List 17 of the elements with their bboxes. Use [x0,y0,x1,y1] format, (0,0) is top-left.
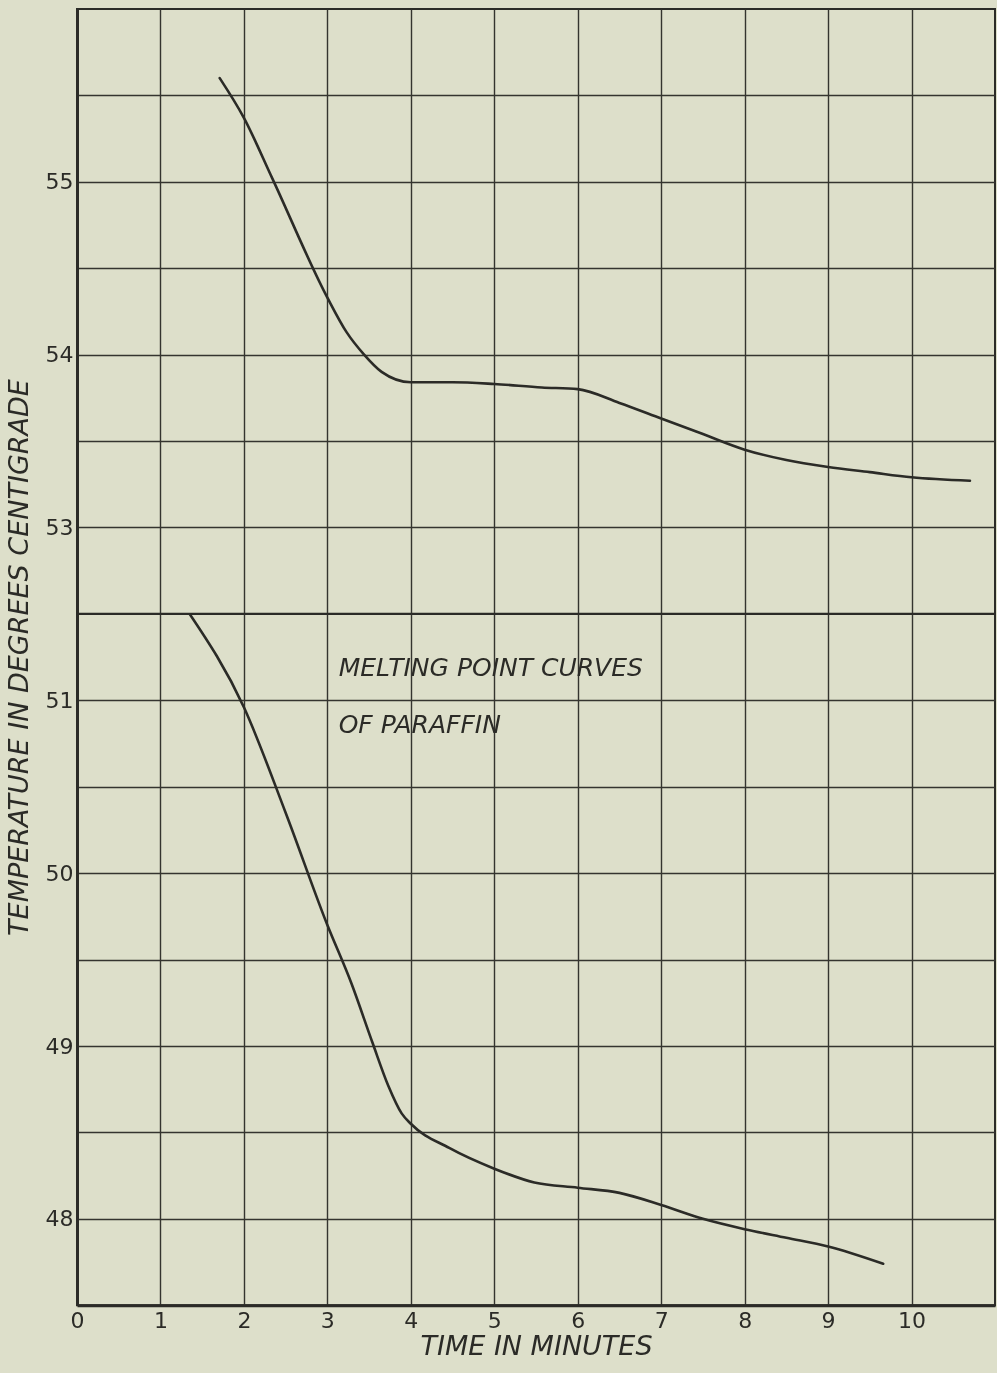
x-tick-label: 2 [237,1307,252,1333]
y-tick-label: 50 [45,860,74,886]
y-axis-title: TEMPERATURE IN DEGREES CENTIGRADE [2,379,34,936]
x-tick-label: 3 [320,1307,335,1333]
y-tick-label: 48 [45,1206,74,1232]
x-tick-label: 1 [153,1307,168,1333]
y-tick-label: 51 [45,687,74,713]
x-tick-label: 10 [898,1307,927,1333]
y-tick-label: 55 [45,169,74,195]
y-tick-label: 53 [45,514,74,540]
y-tick-label: 54 [45,342,74,368]
x-tick-label: 8 [738,1307,753,1333]
x-tick-label: 9 [821,1307,836,1333]
y-tick-label: 49 [45,1033,74,1059]
x-tick-label: 4 [404,1307,419,1333]
x-tick-label: 7 [654,1307,669,1333]
x-tick-label: 0 [70,1307,85,1333]
